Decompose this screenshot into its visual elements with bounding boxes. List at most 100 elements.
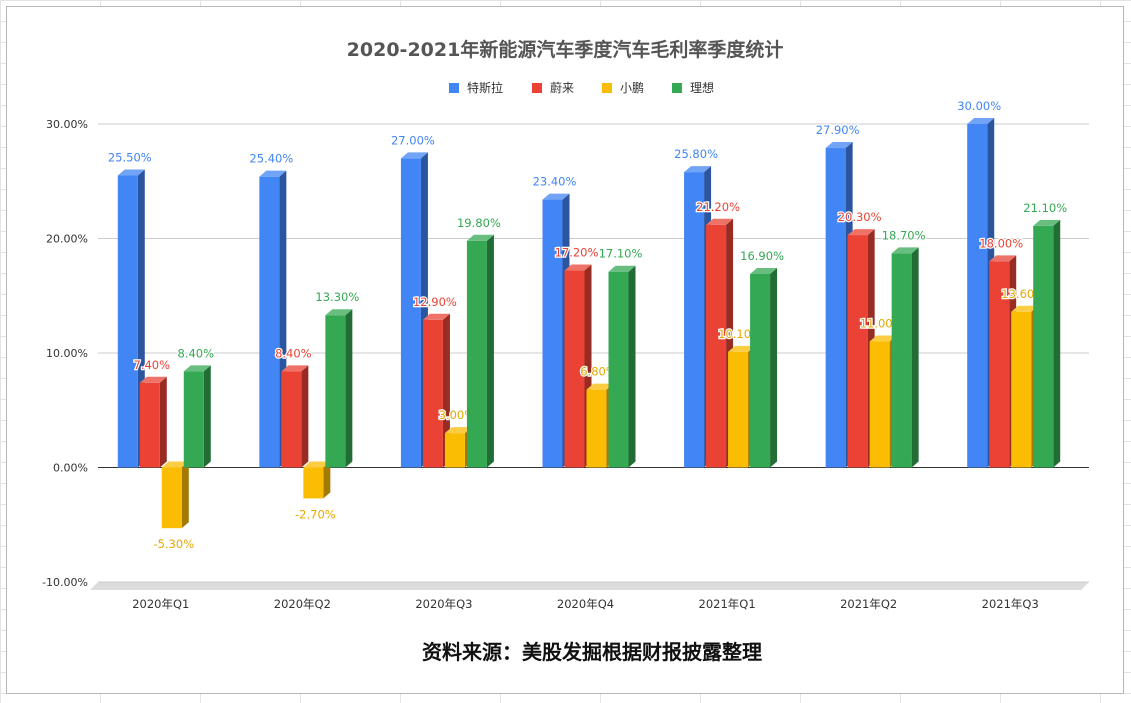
bar-top <box>281 365 309 372</box>
data-label: 25.80% <box>674 147 718 161</box>
bar-top <box>466 234 494 241</box>
bar <box>586 389 607 468</box>
legend-swatch <box>672 83 682 93</box>
data-label: 30.00% <box>957 99 1001 113</box>
bar <box>608 271 629 468</box>
bar <box>466 240 487 468</box>
bar <box>161 467 182 529</box>
y-tick-label: 20.00% <box>46 233 88 246</box>
bar-top <box>891 247 919 254</box>
bar <box>117 175 138 468</box>
bar-top <box>825 142 853 149</box>
legend-label: 特斯拉 <box>467 80 503 95</box>
data-label: 25.50% <box>108 151 152 165</box>
bar <box>847 235 868 468</box>
bar <box>183 371 204 468</box>
data-label: 27.90% <box>816 123 860 137</box>
data-label: 25.40% <box>249 152 293 166</box>
chart-floor <box>90 582 1089 590</box>
bar-top <box>750 267 778 274</box>
bar <box>259 176 280 468</box>
bar <box>400 158 421 468</box>
data-label: 6.80% <box>580 365 617 379</box>
data-label: 23.40% <box>533 175 577 189</box>
bar-top <box>303 461 331 468</box>
data-label: 12.90% <box>413 295 457 309</box>
bar <box>303 467 324 499</box>
legend-swatch <box>449 83 459 93</box>
data-label: 8.40% <box>275 346 312 360</box>
bar-top <box>706 218 734 225</box>
bar <box>684 172 705 468</box>
legend-label: 理想 <box>690 80 714 95</box>
y-tick-label: 30.00% <box>46 118 88 131</box>
bar-side <box>159 376 167 468</box>
bar <box>444 433 465 468</box>
bar-top <box>400 152 428 159</box>
bar-side <box>628 265 636 468</box>
bar <box>564 270 585 468</box>
bar-top <box>608 265 636 272</box>
legend-label: 蔚来 <box>550 81 574 95</box>
y-tick-label: 0.00% <box>53 462 88 475</box>
bar-side <box>442 313 450 468</box>
bar <box>325 315 346 468</box>
data-label: 18.00% <box>979 236 1023 250</box>
x-tick-label: 2021年Q1 <box>699 597 756 611</box>
bar <box>989 261 1010 468</box>
bar-top <box>542 193 570 200</box>
bar-top <box>564 264 592 271</box>
data-label: -5.30% <box>153 537 194 551</box>
data-label: 21.20% <box>696 200 740 214</box>
bar-top <box>967 118 995 124</box>
x-tick-label: 2021年Q3 <box>982 597 1039 611</box>
data-label: 17.10% <box>599 247 643 261</box>
bar <box>750 273 771 468</box>
bar-side <box>1053 219 1061 468</box>
legend-swatch <box>532 83 542 93</box>
data-label: 13.30% <box>315 290 359 304</box>
bar-top <box>183 365 211 372</box>
x-tick-label: 2020年Q1 <box>132 597 189 611</box>
bar <box>891 253 912 468</box>
bar <box>281 371 302 468</box>
x-tick-label: 2021年Q2 <box>840 597 897 611</box>
bar-top <box>586 383 614 390</box>
data-label: 7.40% <box>134 358 171 372</box>
data-label: 27.00% <box>391 133 435 147</box>
bar <box>825 148 846 468</box>
bar-top <box>847 229 875 236</box>
data-label: 19.80% <box>457 216 501 230</box>
bar <box>1011 311 1032 468</box>
bar <box>706 224 727 468</box>
bar <box>139 382 160 468</box>
bar-top <box>259 170 287 177</box>
bar-top <box>684 166 712 173</box>
bar-top <box>422 313 450 320</box>
bar-top <box>161 461 189 468</box>
x-tick-label: 2020年Q3 <box>415 597 472 611</box>
bar-top <box>869 335 897 342</box>
bar-top <box>1011 305 1039 312</box>
source-note: 资料来源：美股发掘根据财报披露整理 <box>422 640 762 664</box>
bar-side <box>323 461 331 499</box>
data-label: 20.30% <box>838 210 882 224</box>
bar <box>1033 225 1054 468</box>
data-label: 3.00% <box>439 408 476 422</box>
bar-top <box>325 309 353 316</box>
bar-top <box>444 427 472 434</box>
x-tick-label: 2020年Q2 <box>274 597 331 611</box>
chart-title: 2020-2021年新能源汽车季度汽车毛利率季度统计 <box>347 38 784 61</box>
x-tick-label: 2020年Q4 <box>557 597 614 611</box>
data-label: 21.10% <box>1023 201 1067 215</box>
bar-side <box>203 365 211 468</box>
bar-top <box>117 169 145 176</box>
legend-swatch <box>602 83 612 93</box>
bar-top <box>728 345 756 352</box>
bar-side <box>345 309 353 468</box>
bar-side <box>486 234 494 468</box>
bar-side <box>181 461 189 529</box>
bar-top <box>1033 219 1061 226</box>
y-tick-label: -10.00% <box>42 576 88 589</box>
